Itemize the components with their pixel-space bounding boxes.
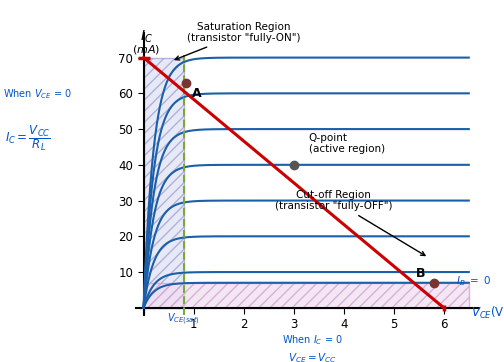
Bar: [144, 283, 469, 308]
Text: Saturation Region
(transistor "fully-ON"): Saturation Region (transistor "fully-ON"…: [175, 22, 300, 60]
Text: B: B: [416, 268, 426, 281]
Text: $V_{CE} = V_{CC}$: $V_{CE} = V_{CC}$: [288, 352, 337, 362]
Text: $I_C$: $I_C$: [140, 29, 153, 45]
Text: When $I_C$ = 0: When $I_C$ = 0: [282, 333, 343, 347]
Text: Q-point
(active region): Q-point (active region): [308, 132, 385, 154]
Text: A: A: [192, 87, 202, 100]
Text: Cut-off Region
(transistor "fully-OFF"): Cut-off Region (transistor "fully-OFF"): [275, 190, 425, 256]
Text: $(mA)$: $(mA)$: [132, 43, 160, 56]
Text: $I_C = \dfrac{V_{CC}}{R_L}$: $I_C = \dfrac{V_{CC}}{R_L}$: [5, 123, 51, 152]
Text: $V_{CE(sat)}$: $V_{CE(sat)}$: [167, 312, 200, 328]
Text: $V_{CE}$(V): $V_{CE}$(V): [471, 305, 504, 321]
Text: When $V_{CE}$ = 0: When $V_{CE}$ = 0: [3, 87, 72, 101]
Bar: [144, 58, 183, 308]
Text: $I_B\ =\ 0$: $I_B\ =\ 0$: [456, 274, 492, 288]
